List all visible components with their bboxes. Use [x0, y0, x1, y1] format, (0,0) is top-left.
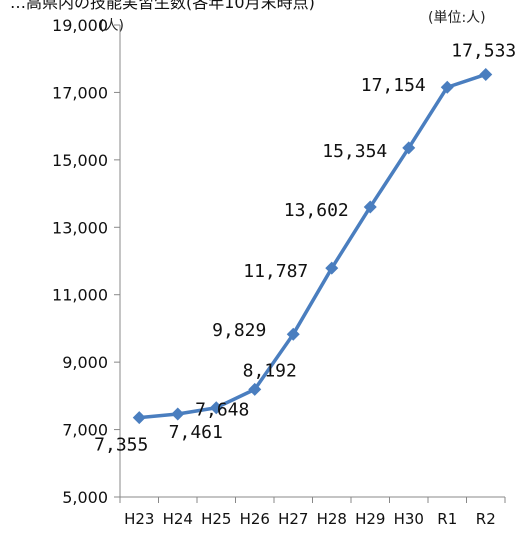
data-label: 11,787: [243, 261, 308, 282]
chart-title-partial: …高県内の技能実習生数(各年10月末時点): [10, 0, 315, 12]
data-label: 15,354: [322, 141, 387, 162]
data-point-marker: [171, 407, 185, 421]
data-label: 9,829: [212, 320, 266, 341]
y-tick-label: 9,000: [62, 353, 108, 372]
data-label: 7,355: [94, 435, 148, 456]
y-unit-label: (人): [99, 18, 124, 34]
x-tick-label: H29: [355, 510, 385, 528]
x-tick-label: H24: [163, 510, 193, 528]
x-tick-label: H23: [124, 510, 154, 528]
data-label: 8,192: [243, 360, 297, 381]
y-tick-label: 17,000: [52, 83, 108, 102]
data-point-marker: [209, 401, 223, 415]
data-point-marker: [440, 80, 454, 94]
series-path: [139, 72, 487, 420]
data-label: 7,461: [169, 422, 223, 443]
data-point-marker: [325, 261, 339, 275]
y-tick-label: 13,000: [52, 218, 108, 237]
data-point-marker: [402, 141, 416, 155]
x-tick-label: H25: [201, 510, 231, 528]
data-label: 17,533: [451, 40, 516, 61]
x-tick-label: R2: [476, 510, 496, 528]
x-tick-label: H30: [394, 510, 424, 528]
data-label: 17,154: [361, 75, 426, 96]
x-tick-label: H28: [317, 510, 347, 528]
data-point-marker: [132, 411, 146, 425]
x-tick-label: H26: [240, 510, 270, 528]
data-label: 7,648: [195, 400, 249, 421]
unit-note: (単位:人): [428, 10, 486, 26]
x-tick-label: H27: [278, 510, 308, 528]
data-point-marker: [479, 67, 493, 81]
y-tick-label: 7,000: [62, 421, 108, 440]
y-tick-label: 19,000: [52, 16, 108, 35]
series-line: [132, 67, 493, 425]
data-label: 13,602: [284, 200, 349, 221]
data-point-marker: [286, 327, 300, 341]
y-tick-label: 11,000: [52, 286, 108, 305]
y-tick-label: 15,000: [52, 151, 108, 170]
data-point-marker: [248, 382, 262, 396]
y-tick-label: 5,000: [62, 488, 108, 507]
axes: 5,000 7,000 9,000 11,000 13,000 15,000 17,000 1…: [52, 16, 506, 528]
data-point-marker: [363, 200, 377, 214]
x-tick-label: R1: [437, 510, 457, 528]
